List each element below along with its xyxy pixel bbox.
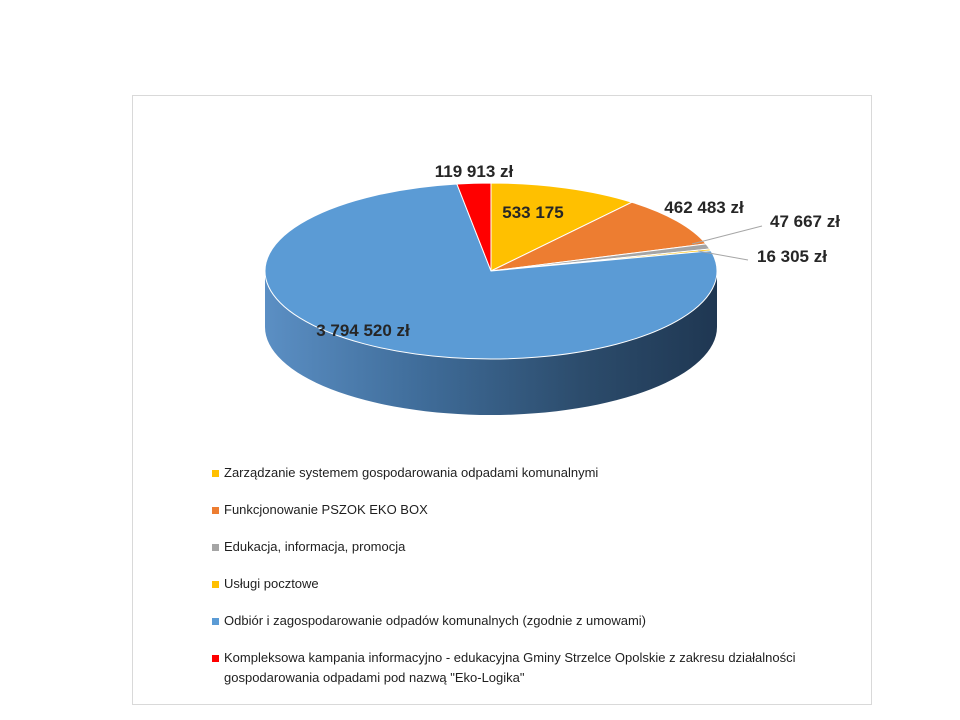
data-label: 47 667 zł xyxy=(770,212,840,231)
data-label: 533 175 xyxy=(502,203,563,222)
leader-line xyxy=(691,225,763,245)
legend-label: Usługi pocztowe xyxy=(224,576,319,591)
legend-label: Funkcjonowanie PSZOK EKO BOX xyxy=(224,502,428,517)
legend-swatch xyxy=(212,507,219,514)
legend-label: Zarządzanie systemem gospodarowania odpa… xyxy=(224,465,599,480)
legend-item: Kompleksowa kampania informacyjno - eduk… xyxy=(212,648,824,688)
data-label: 119 913 zł xyxy=(435,162,514,181)
legend-swatch xyxy=(212,618,219,625)
legend-swatch xyxy=(212,655,219,662)
legend-label: Edukacja, informacja, promocja xyxy=(224,539,406,554)
pie-slice xyxy=(490,182,634,272)
data-label: 462 483 zł xyxy=(664,198,744,217)
leader-line xyxy=(697,250,749,261)
data-label: 16 305 zł xyxy=(757,247,827,266)
legend-label: Odbiór i zagospodarowanie odpadów komuna… xyxy=(224,613,647,628)
pie-slice xyxy=(264,183,718,360)
legend-item: Edukacja, informacja, promocja xyxy=(212,537,405,557)
legend-item: Usługi pocztowe xyxy=(212,574,319,594)
legend-item: Funkcjonowanie PSZOK EKO BOX xyxy=(212,500,428,520)
legend-item: Zarządzanie systemem gospodarowania odpa… xyxy=(212,463,598,483)
legend-swatch xyxy=(212,544,219,551)
data-label: 3 794 520 zł xyxy=(316,321,410,340)
legend-swatch xyxy=(212,581,219,588)
legend-label: Kompleksowa kampania informacyjno - eduk… xyxy=(224,650,796,685)
legend-item: Odbiór i zagospodarowanie odpadów komuna… xyxy=(212,611,646,631)
pie-side-wall xyxy=(265,271,717,415)
pie-slice xyxy=(490,201,707,272)
pie-slice xyxy=(456,182,492,272)
legend-swatch xyxy=(212,470,219,477)
